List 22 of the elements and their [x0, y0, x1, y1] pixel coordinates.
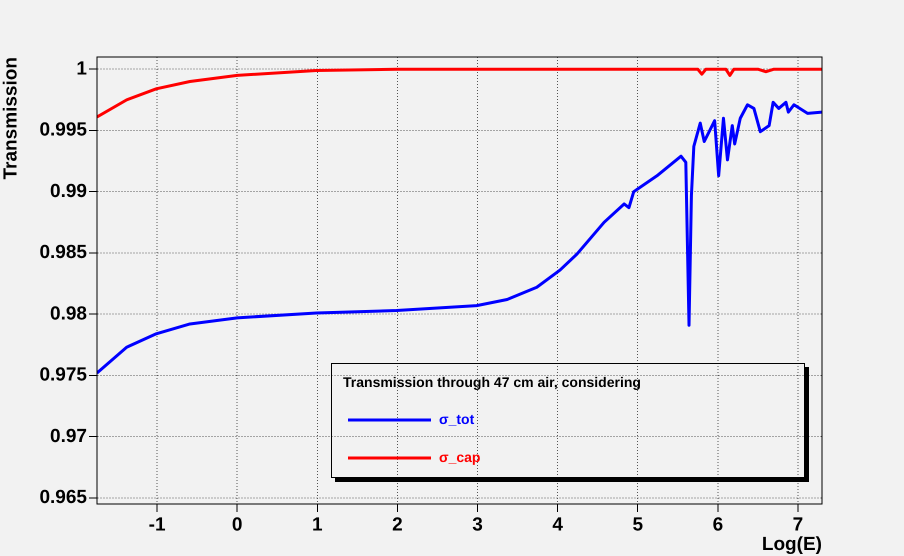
x-tick-label: 6 — [712, 514, 724, 536]
legend-title: Transmission through 47 cm air, considering — [343, 374, 641, 390]
y-tick-label: 0.97 — [50, 426, 87, 447]
x-tick-label: 0 — [232, 514, 242, 536]
x-tick-label: 7 — [792, 514, 804, 536]
x-tick-label: -1 — [148, 514, 166, 536]
y-tick-label: 1 — [76, 58, 88, 80]
y-tick-label: 0.98 — [50, 303, 87, 324]
x-tick-label: 4 — [552, 514, 564, 536]
x-tick-label: 1 — [312, 514, 324, 536]
text: σ_tot — [439, 410, 475, 427]
y-tick-label: 0.995 — [39, 120, 88, 141]
x-tick-label: 2 — [392, 514, 403, 536]
y-tick-label: 0.985 — [39, 242, 88, 264]
text: σ_cap — [439, 448, 480, 465]
x-tick-label: 3 — [472, 514, 483, 536]
y-axis-title: Transmission — [0, 57, 22, 180]
y-tick-label: 0.99 — [50, 180, 87, 202]
x-axis-title: Log(E) — [762, 534, 822, 555]
y-tick-label: 0.975 — [39, 364, 88, 386]
y-tick-label: 0.965 — [39, 487, 88, 508]
x-tick-label: 5 — [632, 514, 644, 536]
